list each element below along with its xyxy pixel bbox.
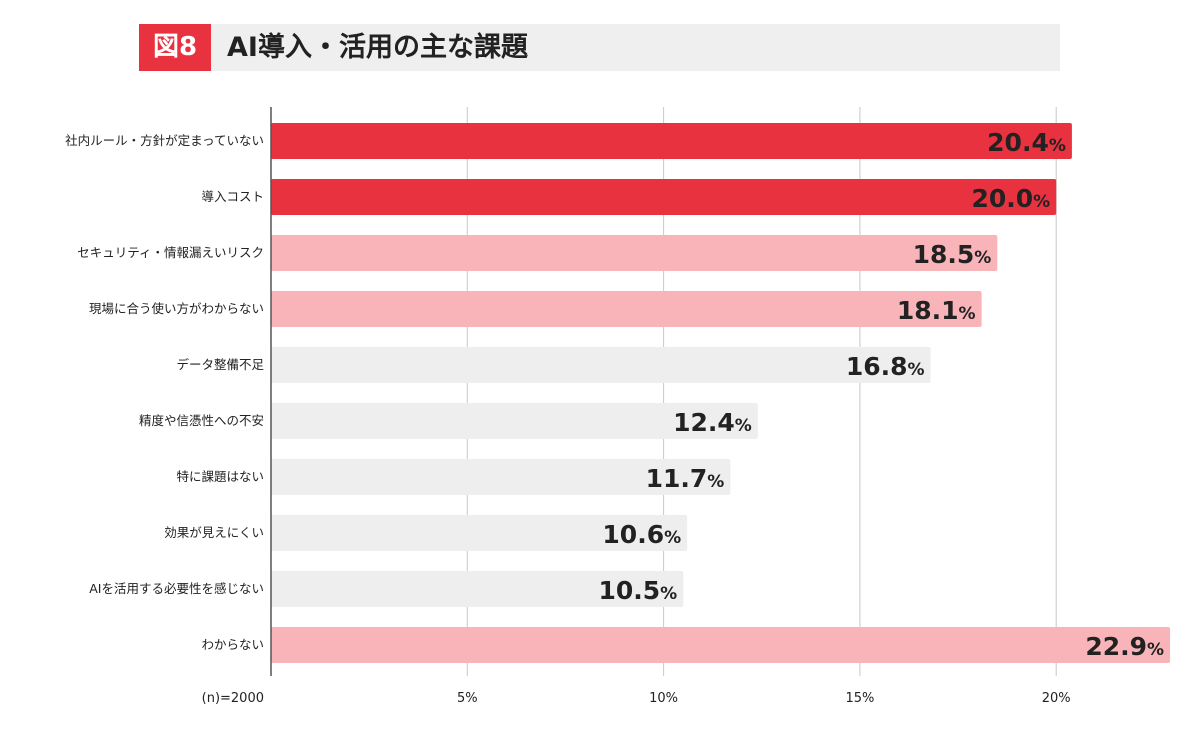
category-label: 社内ルール・方針が定まっていない [65,133,264,148]
category-label: 導入コスト [201,189,264,204]
chart-title: AI導入・活用の主な課題 [227,32,528,63]
bar [271,627,1171,663]
category-label: 効果が見えにくい [164,525,264,540]
bar [271,571,684,607]
value-label: 12.4% [673,408,752,437]
bar [271,515,688,551]
value-label: 20.4% [987,128,1066,157]
category-label: セキュリティ・情報漏えいリスク [77,245,264,260]
value-label: 11.7% [646,464,725,493]
x-tick-label: 10% [649,691,678,706]
value-label: 22.9% [1085,632,1164,661]
bar [271,179,1057,215]
bar [271,347,931,383]
category-label: わからない [201,637,264,652]
category-label: 特に課題はない [176,469,264,484]
value-label: 10.5% [598,576,677,605]
bar [271,459,731,495]
category-label: 精度や信憑性への不安 [139,413,264,428]
figure-number-badge: 図8 [139,24,211,71]
bar [271,403,758,439]
value-label: 16.8% [846,352,925,381]
value-label: 18.5% [913,240,992,269]
bar [271,291,982,327]
bar [271,123,1072,159]
value-label: 18.1% [897,296,976,325]
sample-size-note: (n)=2000 [202,691,264,706]
value-label: 10.6% [602,520,681,549]
category-label: 現場に合う使い方がわからない [89,301,264,316]
x-tick-label: 5% [457,691,478,706]
x-tick-label: 15% [845,691,874,706]
category-label: データ整備不足 [176,357,264,372]
value-label: 20.0% [971,184,1050,213]
x-tick-label: 20% [1042,691,1071,706]
category-label: AIを活用する必要性を感じない [89,581,264,596]
bar [271,235,998,271]
title-bar: 図8 AI導入・活用の主な課題 [139,24,1060,71]
